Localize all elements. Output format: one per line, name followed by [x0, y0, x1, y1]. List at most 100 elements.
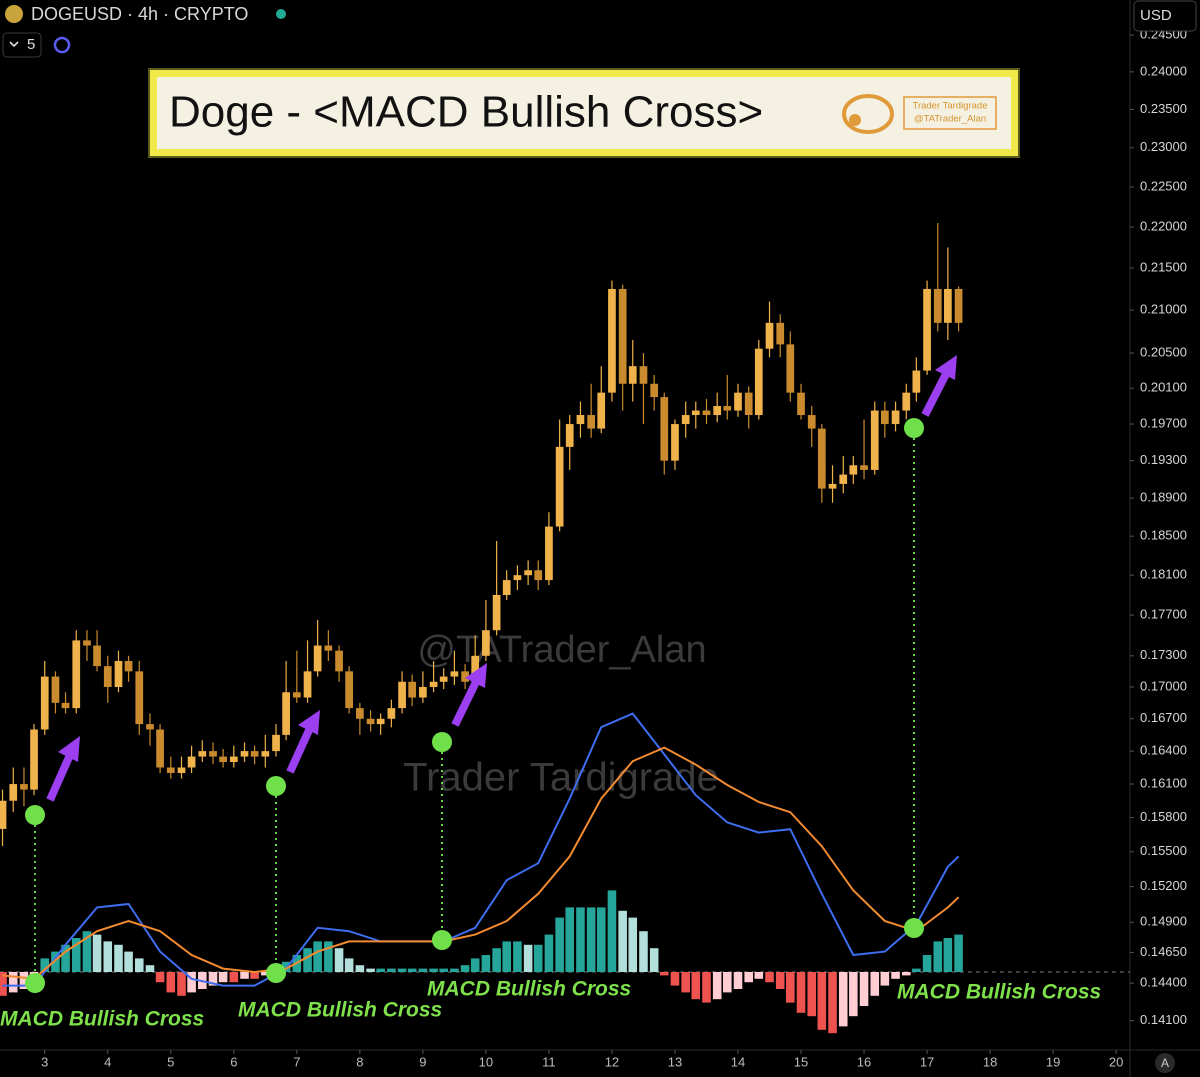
candle-body [880, 410, 889, 425]
histogram-bar [870, 972, 880, 996]
x-tick-label: 11 [542, 1054, 556, 1069]
candle-body [912, 370, 921, 393]
currency-button[interactable] [1133, 0, 1197, 32]
candle-body [376, 718, 385, 725]
y-tick-label: 0.14650 [1140, 944, 1187, 959]
histogram-bar [681, 972, 690, 993]
candle-body [671, 424, 679, 461]
histogram-bar [124, 951, 133, 972]
y-tick-label: 0.21000 [1140, 302, 1187, 317]
histogram-bar [586, 907, 596, 972]
candle-body [250, 751, 259, 757]
candle-body [944, 288, 952, 323]
histogram-bar [334, 948, 344, 972]
y-tick-label: 0.15800 [1140, 809, 1187, 824]
y-tick-label: 0.14400 [1140, 975, 1187, 990]
candle-body [156, 729, 164, 768]
candle-body [72, 640, 81, 709]
y-tick-label: 0.17700 [1140, 606, 1187, 621]
candle-body [272, 734, 280, 752]
candle-body [524, 570, 532, 576]
candle-body [93, 645, 101, 667]
candle-body [660, 397, 669, 461]
candle-body [744, 392, 753, 416]
auto-button[interactable] [1155, 1053, 1175, 1073]
candle-body [618, 288, 627, 384]
candle-body [209, 751, 217, 757]
chevron [9, 41, 19, 48]
annotation: MACD Bullish Cross [238, 999, 442, 1022]
candle-body [608, 288, 616, 393]
histogram-bar [313, 941, 322, 972]
arrow-head [465, 663, 487, 688]
histogram-bar [891, 972, 900, 979]
histogram-bar [659, 972, 669, 976]
histogram-bar [596, 907, 606, 972]
histogram-bar [786, 972, 795, 1003]
cross-dot [25, 805, 45, 825]
candle-body [135, 671, 144, 725]
x-tick-label: 9 [419, 1054, 426, 1069]
candle-body [187, 756, 196, 768]
annotation: MACD Bullish Cross [897, 981, 1101, 1004]
histogram-bar [61, 944, 70, 972]
candle-body [587, 415, 596, 429]
macd-line [2, 746, 960, 980]
candle-body [324, 645, 333, 651]
x-tick-label: 8 [356, 1054, 363, 1069]
candle-body [628, 366, 637, 384]
histogram-bar [933, 941, 943, 972]
candle-body [765, 322, 774, 349]
logo-box [903, 96, 997, 130]
cross-dot [432, 732, 452, 752]
histogram-bar [8, 972, 18, 993]
histogram-bar [71, 938, 81, 972]
histogram-bar [502, 941, 511, 972]
y-tick-label: 0.19300 [1140, 452, 1187, 467]
histogram-bar [51, 951, 60, 972]
cross-dot [904, 918, 924, 938]
candle-body [51, 676, 60, 703]
histogram-bar [418, 968, 428, 972]
candle-body [83, 640, 91, 646]
cross-dot [266, 776, 286, 796]
histogram-bar [40, 958, 50, 972]
y-tick-label: 0.23500 [1140, 101, 1187, 116]
histogram-bar [177, 972, 186, 996]
candle-body [954, 288, 963, 323]
candle-body [166, 767, 175, 773]
candle-body [20, 784, 28, 790]
y-tick-label: 0.14900 [1140, 914, 1187, 929]
y-tick-label: 0.18500 [1140, 528, 1187, 543]
symbol-title: DOGEUSD · 4h · CRYPTO [31, 4, 248, 24]
histogram-bar [240, 972, 249, 979]
histogram-bar [92, 934, 102, 972]
banner-inner [157, 77, 1011, 149]
histogram-bar [513, 941, 522, 972]
histogram-bar [492, 948, 501, 972]
candle-body [754, 348, 763, 416]
candle-body [303, 671, 312, 698]
macd-line [2, 712, 960, 987]
histogram-bar [387, 968, 396, 972]
candle-body [0, 800, 7, 829]
candle-body [198, 751, 207, 757]
histogram-bar [565, 907, 575, 972]
histogram-bar [733, 972, 743, 989]
y-tick-label: 0.20100 [1140, 380, 1187, 395]
logo-shape [849, 114, 861, 126]
logo [842, 94, 894, 134]
candle-body [419, 687, 427, 698]
refresh-icon[interactable] [53, 36, 71, 54]
arrow-shaft [921, 372, 950, 417]
x-tick-label: 7 [293, 1054, 300, 1069]
histogram-bar [649, 948, 659, 972]
histogram-bar [775, 972, 785, 989]
interval-button[interactable] [2, 32, 42, 58]
y-tick-label: 0.19700 [1140, 416, 1187, 431]
x-tick-label: 5 [167, 1054, 174, 1069]
histogram-bar [722, 972, 732, 993]
candle-body [502, 580, 511, 595]
